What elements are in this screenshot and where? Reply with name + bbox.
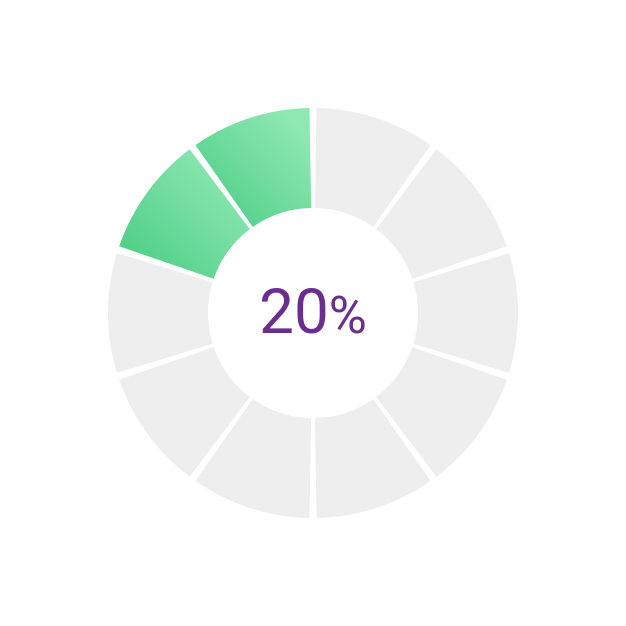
percent-value: 20 bbox=[259, 282, 329, 344]
progress-ring-chart: 20 % bbox=[0, 0, 626, 626]
percent-symbol: % bbox=[329, 290, 367, 342]
percent-label: 20 % bbox=[259, 282, 367, 344]
